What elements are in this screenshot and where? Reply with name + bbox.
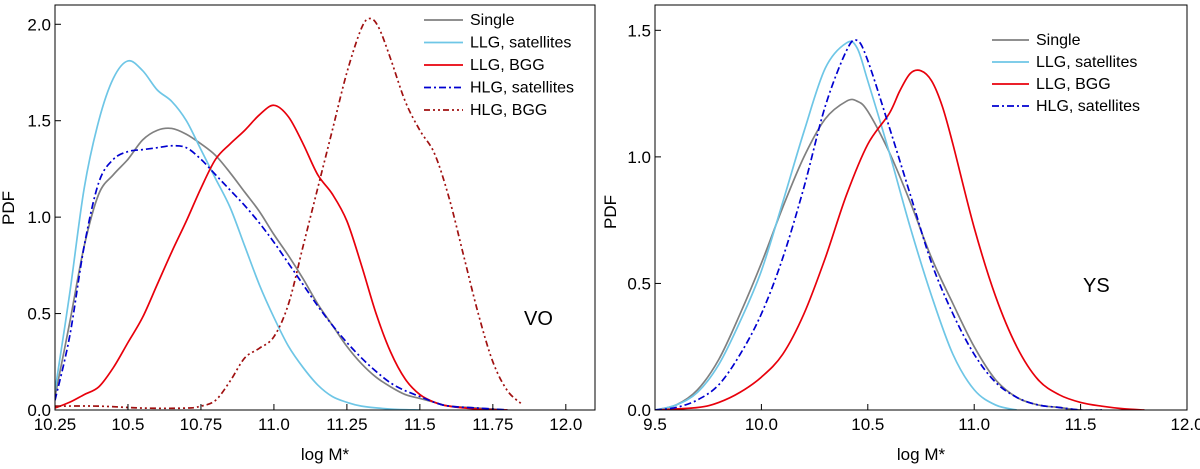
legend: Single LLG, satellites LLG, BGG HLG, satell…: [992, 32, 1140, 115]
x-tick-label: 11.0: [258, 415, 290, 434]
series-line-llg-bgg: [655, 69, 1145, 410]
y-tick-label: 0.0: [627, 401, 651, 420]
legend-label: Single: [1036, 32, 1081, 49]
legend-label: HLG, satellites: [470, 80, 574, 97]
series-line-hlg-satellites: [655, 38, 1102, 410]
y-tick-label: 0.5: [27, 305, 51, 324]
series-line-llg-satellites: [655, 40, 1017, 410]
x-tick-label: 10.25: [34, 415, 77, 434]
x-tick-label: 11.5: [1065, 415, 1097, 434]
x-tick-label: 11.25: [326, 415, 367, 434]
x-tick-label: 11.5: [404, 415, 436, 434]
legend-label: LLG, satellites: [1036, 54, 1137, 71]
chart-left-vo: 10.25 10.5 10.75 11.0 11.25 11.5 11.75 12.0 0.0 0…: [0, 4, 596, 464]
plot-frame: [654, 4, 1188, 411]
x-tick-label: 12.0: [549, 415, 582, 434]
y-axis-label: PDF: [601, 195, 620, 229]
series-line-single: [55, 127, 508, 410]
y-axis-label: PDF: [0, 191, 18, 225]
x-tick-label: 10.75: [180, 415, 223, 434]
legend: Single LLG, satellites LLG, BGG HLG, satell…: [424, 12, 574, 119]
series-line-llg-satellites: [55, 59, 420, 410]
legend-label: HLG, BGG: [470, 102, 547, 119]
x-tick-label: 10.5: [111, 415, 144, 434]
x-tick-label: 9.5: [643, 415, 667, 434]
series-line-hlg-bgg: [55, 17, 523, 410]
x-tick-label: 11.75: [472, 415, 513, 434]
series-line-llg-bgg: [55, 104, 508, 410]
x-axis-label: log M*: [301, 445, 350, 464]
legend-label: HLG, satellites: [1036, 98, 1140, 115]
series-line-single: [655, 98, 1102, 410]
y-tick-label: 1.0: [27, 208, 51, 227]
y-tick-label: 1.5: [627, 21, 651, 40]
chart-right-ys: 9.5 10.0 10.5 11.0 11.5 12.0 0.0 0.5 1.0 1.5 log M…: [601, 4, 1200, 464]
x-tick-label: 10.0: [745, 415, 778, 434]
series-line-hlg-satellites: [55, 144, 508, 410]
x-tick-label: 12.0: [1170, 415, 1200, 434]
plot-frame: [54, 4, 596, 411]
x-axis-label: log M*: [897, 445, 946, 464]
x-tick-label: 11.0: [958, 415, 990, 434]
y-tick-label: 1.5: [27, 112, 51, 131]
y-tick-label: 2.0: [27, 15, 51, 34]
legend-label: LLG, BGG: [470, 57, 545, 74]
x-tick-label: 10.5: [851, 415, 884, 434]
panel-annotation: VO: [524, 308, 553, 330]
y-tick-label: 0.0: [27, 401, 51, 420]
y-tick-label: 0.5: [627, 274, 651, 293]
legend-label: LLG, satellites: [470, 35, 571, 52]
panel-annotation: YS: [1083, 275, 1110, 297]
legend-label: LLG, BGG: [1036, 76, 1111, 93]
legend-label: Single: [470, 12, 515, 29]
y-tick-label: 1.0: [627, 148, 651, 167]
